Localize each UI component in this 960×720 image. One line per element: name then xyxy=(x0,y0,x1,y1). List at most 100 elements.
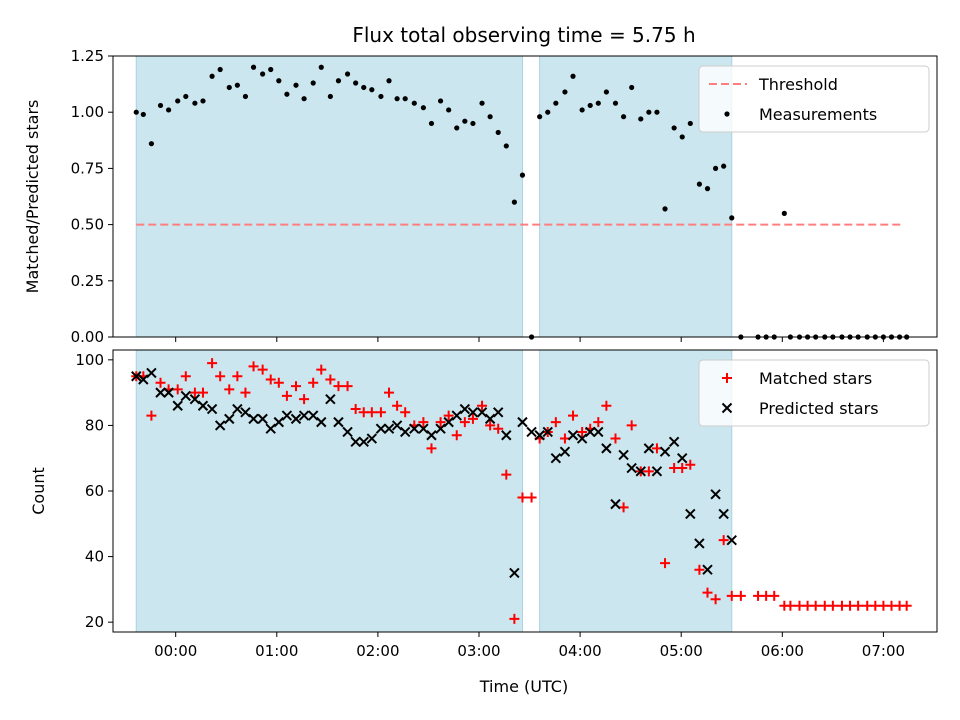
data-point xyxy=(232,403,243,415)
data-point xyxy=(281,410,293,421)
data-point xyxy=(383,423,395,434)
data-point xyxy=(172,400,183,411)
data-point xyxy=(240,407,251,418)
data-point xyxy=(769,590,780,601)
data-point xyxy=(435,417,446,428)
data-point xyxy=(629,84,635,91)
data-point xyxy=(310,80,316,86)
data-point xyxy=(344,71,351,77)
observing-window xyxy=(135,55,523,338)
data-point xyxy=(197,400,209,411)
data-point xyxy=(175,98,181,104)
data-point xyxy=(553,100,559,106)
data-point xyxy=(298,410,310,421)
data-point xyxy=(462,118,468,124)
series-predicted-stars xyxy=(131,367,737,579)
data-point xyxy=(638,116,644,122)
data-point xyxy=(265,374,276,385)
data-point xyxy=(384,387,395,398)
data-point xyxy=(577,426,588,437)
data-point xyxy=(418,423,429,434)
legend-box xyxy=(698,65,930,133)
data-point xyxy=(620,114,627,120)
data-point xyxy=(712,165,719,171)
data-point xyxy=(265,423,276,434)
y-tick-label: 20 xyxy=(85,613,104,631)
data-point xyxy=(426,430,437,441)
data-point xyxy=(316,416,327,428)
count-panel: 20 40 60 80 100 00:00 01:00 02:00 03:00 04:00 05:0… xyxy=(29,349,938,660)
data-point xyxy=(643,466,654,477)
x-tick-label: 01:00 xyxy=(255,642,298,660)
data-point xyxy=(180,390,192,402)
data-point xyxy=(679,134,685,140)
y-tick-label: 1.25 xyxy=(71,47,104,65)
data-point xyxy=(610,433,621,444)
data-point xyxy=(293,82,299,88)
legend-label: Matched stars xyxy=(759,369,872,388)
data-point xyxy=(545,109,551,115)
data-point xyxy=(375,423,387,434)
data-point xyxy=(206,403,218,415)
data-point xyxy=(399,426,411,438)
data-point xyxy=(394,96,400,102)
data-point xyxy=(273,416,285,428)
data-point xyxy=(409,423,420,434)
data-point xyxy=(517,492,528,503)
y-tick-label: 80 xyxy=(85,416,104,434)
data-point xyxy=(342,426,353,438)
data-point xyxy=(718,535,729,546)
y-tick-label: 0.75 xyxy=(71,159,104,177)
data-point xyxy=(443,416,454,428)
data-point xyxy=(501,430,512,441)
data-point xyxy=(342,381,353,392)
chart-title: Flux total observing time = 5.75 h xyxy=(352,23,695,47)
data-point xyxy=(327,93,333,100)
data-point xyxy=(785,600,796,611)
data-point xyxy=(685,508,696,520)
data-point xyxy=(710,489,721,500)
data-point xyxy=(316,364,327,375)
data-point xyxy=(333,416,344,428)
data-point xyxy=(335,78,342,84)
data-point xyxy=(484,413,496,425)
legend-marker xyxy=(721,402,733,414)
data-point xyxy=(284,91,290,97)
data-point xyxy=(671,125,677,131)
data-point xyxy=(517,416,528,428)
data-point xyxy=(400,407,411,418)
data-point xyxy=(369,87,375,93)
x-tick-label: 04:00 xyxy=(558,642,601,660)
data-point xyxy=(207,358,218,369)
data-point xyxy=(487,114,493,120)
data-point xyxy=(550,417,561,428)
data-point xyxy=(308,377,319,388)
y-tick-label: 0.00 xyxy=(71,328,104,346)
data-point xyxy=(172,384,183,395)
data-point xyxy=(477,400,488,411)
y-tick-label: 40 xyxy=(85,548,104,566)
legend-label: Measurements xyxy=(759,105,877,124)
data-point xyxy=(810,600,821,611)
data-point xyxy=(273,377,284,388)
data-point xyxy=(333,381,344,392)
data-point xyxy=(534,430,545,441)
data-point xyxy=(163,387,174,398)
data-point xyxy=(662,206,668,212)
data-point xyxy=(694,564,705,575)
data-point xyxy=(392,400,403,411)
data-point xyxy=(215,371,226,382)
data-point xyxy=(646,109,652,115)
data-point xyxy=(240,387,251,398)
data-point xyxy=(550,453,562,464)
data-point xyxy=(451,430,462,441)
data-point xyxy=(366,433,378,444)
y-tick-label: 60 xyxy=(85,482,104,500)
data-point xyxy=(726,590,737,601)
y-tick-label: 0.50 xyxy=(71,216,104,234)
data-point xyxy=(721,163,727,169)
data-point xyxy=(503,143,509,149)
data-point xyxy=(519,172,526,178)
legend-label: Predicted stars xyxy=(759,399,879,418)
data-point xyxy=(418,417,429,428)
